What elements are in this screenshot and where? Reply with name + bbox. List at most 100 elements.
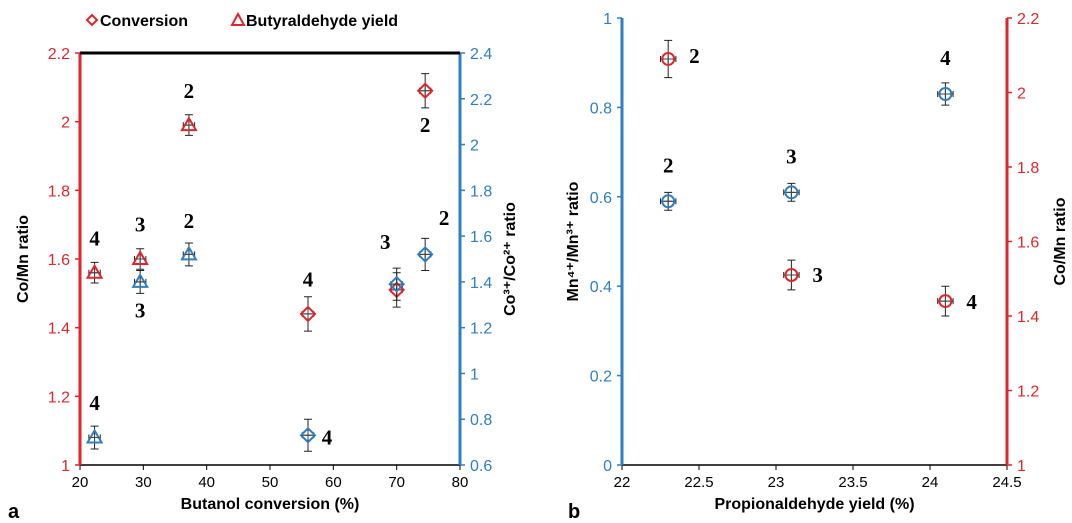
- data-point: [299, 418, 317, 452]
- data-point: [388, 267, 406, 301]
- panel-label: b: [568, 501, 580, 523]
- right-y-axis-label: Co³⁺/Co²⁺ ratio: [502, 202, 519, 316]
- point-marker: [938, 86, 953, 101]
- point-marker: [416, 246, 434, 263]
- left-y-tick-label: 0.4: [590, 279, 612, 296]
- left-y-tick-label: 0.6: [590, 190, 612, 207]
- point-marker: [180, 245, 198, 261]
- sample-label: 4: [89, 391, 100, 415]
- x-tick-label: 60: [325, 474, 342, 491]
- sample-label: 2: [663, 154, 674, 178]
- right-y-tick-label: 1.8: [1017, 160, 1039, 177]
- sample-label: 3: [380, 230, 391, 254]
- point-center: [664, 197, 673, 206]
- left-y-tick-label: 0.2: [590, 369, 612, 386]
- data-point: [85, 261, 104, 284]
- right-y-tick-label: 0.6: [470, 458, 492, 475]
- data-point: [660, 39, 677, 79]
- left-y-tick-label: 1: [61, 458, 70, 475]
- point-marker: [180, 116, 198, 132]
- data-point: [783, 182, 800, 202]
- sample-label: 2: [689, 44, 700, 68]
- sample-label: 2: [420, 113, 431, 137]
- point-center: [184, 250, 193, 259]
- point-center: [787, 271, 796, 280]
- left-y-tick-label: 1.8: [48, 183, 70, 200]
- sample-label: 2: [184, 79, 195, 103]
- left-y-tick-label: 1.4: [48, 321, 70, 338]
- point-marker: [784, 185, 799, 200]
- data-point: [85, 425, 104, 450]
- point-marker: [661, 194, 676, 209]
- sample-label: 4: [303, 268, 314, 292]
- x-axis-label: Butanol conversion (%): [181, 496, 360, 513]
- left-y-axis-label: Mn⁴⁺/Mn³⁺ ratio: [565, 181, 582, 301]
- x-tick-label: 50: [262, 474, 279, 491]
- sample-label: 2: [184, 209, 195, 233]
- left-y-axis-label: Co/Mn ratio: [15, 215, 32, 303]
- point-center: [392, 280, 401, 289]
- point-marker: [784, 268, 799, 283]
- legend: Conversion Butyraldehyde yield: [85, 11, 398, 30]
- right-y-tick-label: 1.6: [470, 229, 492, 246]
- x-tick-label: 20: [72, 474, 89, 491]
- data-point: [416, 237, 434, 271]
- point-center: [184, 121, 193, 130]
- left-y-tick-label: 1.6: [48, 252, 70, 269]
- x-axis-label: Propionaldehyde yield (%): [714, 496, 914, 513]
- point-marker: [661, 51, 676, 66]
- left-y-tick-label: 0.8: [590, 100, 612, 117]
- sample-label: 4: [89, 226, 100, 250]
- point-center: [90, 433, 99, 442]
- right-y-tick-label: 1.2: [470, 321, 492, 338]
- right-y-tick-label: 1.4: [470, 275, 492, 292]
- right-y-tick-label: 1.4: [1017, 309, 1039, 326]
- data-point: [937, 285, 954, 317]
- right-y-tick-label: 1.8: [470, 183, 492, 200]
- point-marker: [299, 426, 317, 444]
- right-y-tick-label: 2: [1017, 86, 1026, 103]
- right-y-tick-label: 2.2: [1017, 11, 1039, 28]
- sample-label: 4: [940, 46, 951, 70]
- point-center: [136, 277, 145, 286]
- point-center: [941, 297, 950, 306]
- data-point: [180, 114, 198, 136]
- x-tick-label: 22.5: [684, 474, 713, 491]
- data-point: [937, 82, 954, 106]
- left-y-tick-label: 2.2: [48, 46, 70, 63]
- sample-label: 3: [135, 213, 146, 237]
- sample-label: 3: [135, 299, 146, 323]
- data-point: [131, 269, 149, 294]
- point-marker: [388, 275, 406, 293]
- data-point: [299, 296, 317, 332]
- point-center: [421, 86, 430, 95]
- legend-triangle-marker: [230, 11, 246, 26]
- point-center: [664, 54, 673, 63]
- point-center: [304, 309, 312, 318]
- left-y-tick-label: 1: [603, 11, 612, 28]
- data-point: [783, 259, 800, 291]
- point-marker: [85, 263, 104, 279]
- point-center: [941, 89, 950, 98]
- x-tick-label: 23.5: [838, 474, 867, 491]
- x-tick-label: 70: [388, 474, 405, 491]
- right-y-tick-label: 2.2: [470, 92, 492, 109]
- panel-label: a: [8, 501, 20, 523]
- right-y-tick-label: 0.8: [470, 412, 492, 429]
- right-y-tick-label: 2.4: [470, 46, 492, 63]
- point-marker: [416, 82, 434, 100]
- point-center: [90, 268, 99, 277]
- sample-label: 4: [322, 426, 333, 450]
- point-center: [136, 255, 145, 263]
- legend-item-label: Conversion: [100, 13, 188, 30]
- right-y-tick-label: 1.6: [1017, 235, 1039, 252]
- sample-label: 2: [439, 206, 450, 230]
- sample-label: 3: [786, 145, 797, 169]
- panel-a: 20 30 40 50 60 70 80 1 1.2 1.4 1.6 1.8 2 2.2 0.6 0.8 1 1.…: [8, 11, 519, 523]
- data-point: [131, 248, 149, 270]
- x-tick-label: 80: [452, 474, 469, 491]
- right-y-axis-label: Co/Mn ratio: [1052, 197, 1069, 285]
- x-tick-label: 24.5: [992, 474, 1021, 491]
- left-y-tick-label: 0: [603, 458, 612, 475]
